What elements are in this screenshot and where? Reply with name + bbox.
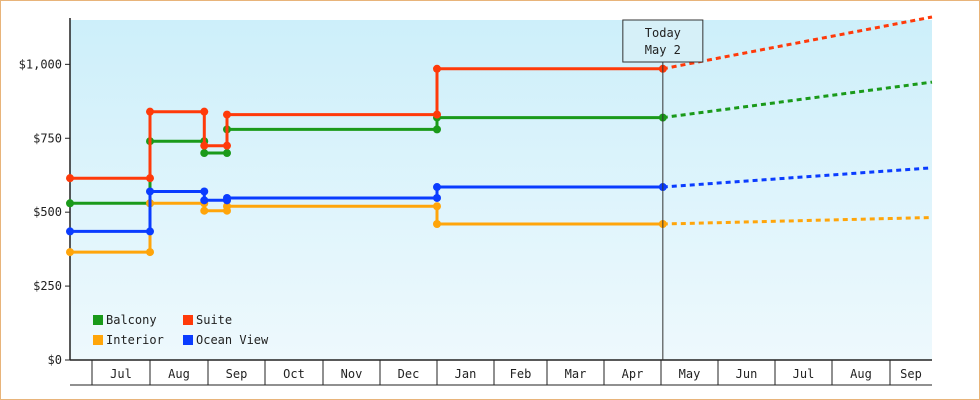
data-point[interactable]: [200, 206, 209, 215]
legend-swatch: [93, 335, 103, 345]
data-point[interactable]: [146, 227, 154, 236]
x-tick-label: Jan: [455, 367, 477, 381]
data-point[interactable]: [433, 220, 441, 228]
y-tick-label: $750: [33, 131, 62, 145]
x-tick-label: May: [679, 367, 701, 381]
data-point[interactable]: [146, 174, 154, 183]
today-label: Today: [645, 26, 681, 40]
data-point[interactable]: [200, 149, 209, 158]
series-layer: [66, 15, 933, 257]
x-tick-label: Oct: [283, 367, 305, 381]
y-tick-label: $1,000: [19, 57, 62, 71]
legend: Balcony Suite Interior Ocean View: [93, 313, 269, 347]
legend-swatch: [183, 335, 193, 345]
series-suite: [66, 15, 933, 183]
data-point[interactable]: [200, 107, 209, 116]
y-tick-label: $250: [33, 279, 62, 293]
data-point[interactable]: [433, 183, 441, 192]
x-tick-label: Apr: [622, 367, 644, 381]
legend-label: Balcony: [106, 313, 157, 327]
y-tick-label: $500: [33, 205, 62, 219]
legend-swatch: [183, 315, 193, 325]
data-point[interactable]: [223, 149, 231, 158]
plot-area: [70, 20, 932, 360]
x-tick-label: Feb: [510, 367, 532, 381]
data-point[interactable]: [146, 107, 154, 116]
today-date-label: May 2: [645, 43, 681, 57]
data-point[interactable]: [223, 202, 231, 211]
legend-label: Suite: [196, 313, 232, 327]
legend-item[interactable]: Interior: [93, 333, 164, 347]
x-axis: Jul Aug Sep Oct Nov Dec Jan Feb Mar Apr May Jun Jul A…: [70, 359, 932, 386]
data-point[interactable]: [66, 248, 74, 257]
x-tick-label: Mar: [565, 367, 587, 381]
data-point[interactable]: [433, 125, 441, 134]
data-point[interactable]: [433, 110, 441, 119]
legend-item[interactable]: Balcony: [93, 313, 157, 327]
series-forecast-line: [662, 80, 933, 120]
x-tick-label: Aug: [168, 367, 190, 381]
data-point[interactable]: [223, 110, 231, 119]
data-point[interactable]: [433, 202, 441, 211]
x-tick-label: Aug: [850, 367, 872, 381]
data-point[interactable]: [146, 248, 154, 257]
data-point[interactable]: [433, 64, 441, 73]
data-point[interactable]: [66, 199, 74, 208]
today-marker: Today May 2: [622, 19, 704, 360]
x-tick-label: Sep: [900, 367, 922, 381]
x-tick-label: Nov: [341, 367, 363, 381]
x-tick-label: Jul: [793, 367, 815, 381]
data-point[interactable]: [223, 141, 231, 150]
legend-item[interactable]: Suite: [183, 313, 232, 327]
today-box: [622, 19, 704, 63]
data-point[interactable]: [223, 193, 231, 202]
data-point[interactable]: [66, 174, 74, 183]
data-point[interactable]: [146, 187, 154, 196]
data-point[interactable]: [66, 227, 74, 236]
series-forecast-line: [662, 15, 933, 71]
x-tick-label: Jul: [110, 367, 132, 381]
legend-swatch: [93, 315, 103, 325]
x-tick-label: Dec: [398, 367, 420, 381]
legend-label: Ocean View: [196, 333, 269, 347]
legend-label: Interior: [106, 333, 164, 347]
data-point[interactable]: [200, 187, 209, 196]
y-tick-label: $0: [48, 353, 62, 367]
data-point[interactable]: [200, 141, 209, 150]
data-point[interactable]: [433, 193, 441, 202]
x-tick-label: Jun: [736, 367, 758, 381]
legend-item[interactable]: Ocean View: [183, 333, 269, 347]
x-tick-label: Sep: [226, 367, 248, 381]
series-line: [70, 67, 663, 180]
series-ocean-view: [66, 166, 933, 236]
data-point[interactable]: [200, 196, 209, 205]
series-line: [70, 185, 663, 233]
y-axis: $0 $250 $500 $750 $1,000: [19, 18, 71, 367]
